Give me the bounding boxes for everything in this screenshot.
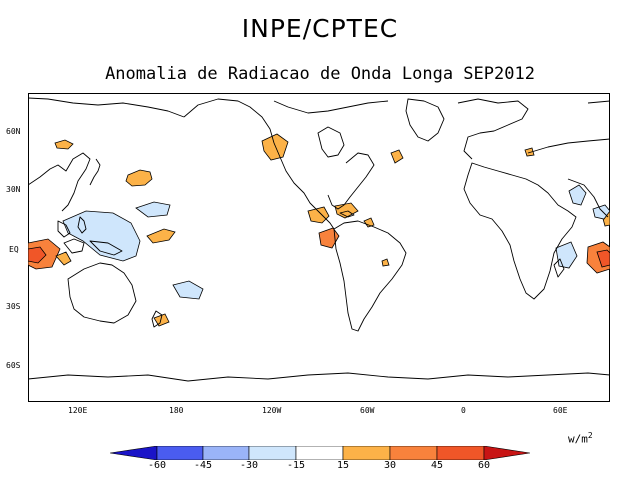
colorbar-bin-4: [295, 446, 344, 460]
anomaly-indo-west-core: [28, 246, 47, 264]
colorbar-bin-7: [436, 446, 485, 460]
colorbar-bin-3: [248, 446, 297, 460]
colorbar-tick: -30: [239, 460, 259, 471]
lon-label-0: 0: [461, 406, 466, 415]
colorbar-bin-1: [156, 446, 204, 460]
colorbar-bin-6: [389, 446, 438, 460]
anomaly-indo-east-core: [596, 249, 610, 268]
colorbar-low-triangle: [110, 446, 158, 460]
lon-label-120e: 120E: [68, 406, 88, 415]
lat-label-60s: 60S: [6, 361, 21, 370]
colorbar-tick: 15: [336, 460, 350, 471]
lon-label-180: 180: [169, 406, 184, 415]
anomaly-west-pacific-north: [135, 201, 171, 218]
anomaly-central-pacific: [172, 280, 204, 300]
colorbar-tick: -60: [147, 460, 167, 471]
anomaly-west-pacific: [62, 210, 141, 262]
map-title: INPE/CPTEC: [241, 14, 399, 43]
anomaly-atlantic-small: [363, 217, 375, 228]
anomaly-south-pacific: [153, 313, 170, 327]
lat-label-30s: 30S: [6, 302, 21, 311]
anomaly-west-pacific-south: [146, 228, 176, 244]
anomaly-gulf: [307, 206, 330, 224]
anomaly-arabia: [568, 184, 587, 206]
colorbar-tick: -45: [193, 460, 213, 471]
map-subtitle: Anomalia de Radiacao de Onda Longa SEP20…: [105, 64, 535, 84]
negative-anomalies: [62, 184, 610, 300]
anomaly-alaska: [261, 133, 289, 161]
anomaly-greenland: [524, 147, 535, 157]
anomaly-east-asia: [54, 139, 74, 150]
colorbar-high-triangle: [483, 446, 530, 460]
colorbar-tick: -15: [286, 460, 306, 471]
colorbar-tick: 60: [477, 460, 491, 471]
lon-label-60w: 60W: [360, 406, 375, 415]
lon-label-60e: 60E: [553, 406, 568, 415]
colorbar-bin-2: [202, 446, 250, 460]
units-label: w/m2: [568, 431, 593, 446]
colorbar-tick: 45: [430, 460, 444, 471]
anomaly-nw-pacific: [125, 169, 153, 187]
anomaly-map: [28, 93, 610, 402]
lat-label-eq: EQ: [9, 245, 19, 254]
colorbar: [110, 446, 530, 460]
lat-label-60n: 60N: [6, 127, 21, 136]
colorbar-bin-5: [342, 446, 391, 460]
anomaly-south-america: [381, 258, 390, 267]
lat-label-30n: 30N: [6, 185, 21, 194]
anomaly-indonesia-small: [55, 251, 72, 266]
lon-label-120w: 120W: [262, 406, 282, 415]
positive-anomalies: [28, 133, 610, 327]
anomaly-indian-east: [592, 204, 610, 220]
anomaly-north-atlantic: [390, 149, 404, 164]
coastlines: [28, 97, 610, 382]
colorbar-tick: 30: [383, 460, 397, 471]
